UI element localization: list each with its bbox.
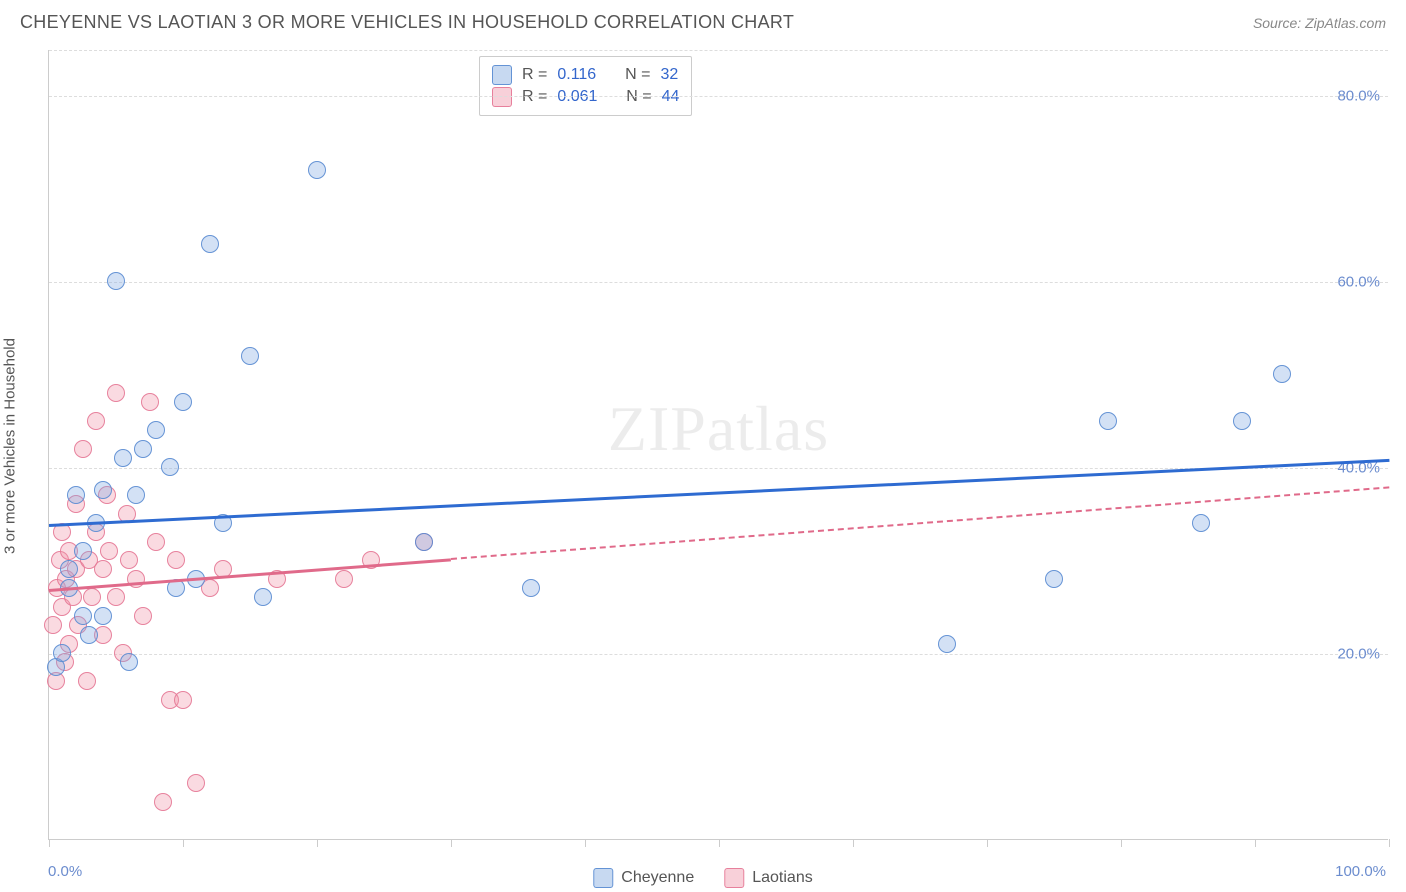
gridline <box>49 282 1388 283</box>
data-point <box>94 607 112 625</box>
data-point <box>1233 412 1251 430</box>
cheyenne-r-value: 0.116 <box>557 66 596 84</box>
data-point <box>134 440 152 458</box>
data-point <box>1273 365 1291 383</box>
x-tick <box>49 839 50 847</box>
data-point <box>87 412 105 430</box>
data-point <box>53 644 71 662</box>
data-point <box>127 486 145 504</box>
x-tick <box>853 839 854 847</box>
watermark-text: ZIPatlas <box>608 392 829 466</box>
legend-item-laotians: Laotians <box>724 868 813 888</box>
y-tick-label: 60.0% <box>1337 274 1380 291</box>
data-point <box>174 393 192 411</box>
data-point <box>74 542 92 560</box>
data-point <box>147 421 165 439</box>
x-tick <box>1255 839 1256 847</box>
data-point <box>241 347 259 365</box>
data-point <box>107 384 125 402</box>
data-point <box>1099 412 1117 430</box>
data-point <box>254 588 272 606</box>
data-point <box>167 551 185 569</box>
data-point <box>134 607 152 625</box>
source-attribution: Source: ZipAtlas.com <box>1253 15 1386 31</box>
x-tick <box>987 839 988 847</box>
data-point <box>44 616 62 634</box>
x-tick <box>183 839 184 847</box>
data-point <box>938 635 956 653</box>
data-point <box>415 533 433 551</box>
stat-row-cheyenne: R = 0.116 N = 32 <box>492 65 679 85</box>
correlation-stat-box: R = 0.116 N = 32 R = 0.061 N = 44 <box>479 56 692 116</box>
data-point <box>100 542 118 560</box>
data-point <box>174 691 192 709</box>
data-point <box>67 486 85 504</box>
data-point <box>60 560 78 578</box>
data-point <box>335 570 353 588</box>
data-point <box>161 458 179 476</box>
data-point <box>94 560 112 578</box>
data-point <box>74 607 92 625</box>
data-point <box>1045 570 1063 588</box>
x-axis-max-label: 100.0% <box>1335 863 1386 880</box>
data-point <box>107 588 125 606</box>
y-tick-label: 20.0% <box>1337 646 1380 663</box>
data-point <box>522 579 540 597</box>
x-tick <box>719 839 720 847</box>
y-tick-label: 80.0% <box>1337 88 1380 105</box>
data-point <box>83 588 101 606</box>
x-axis-min-label: 0.0% <box>48 863 82 880</box>
data-point <box>141 393 159 411</box>
y-axis-title: 3 or more Vehicles in Household <box>2 338 19 554</box>
x-tick <box>317 839 318 847</box>
data-point <box>201 235 219 253</box>
data-point <box>147 533 165 551</box>
data-point <box>94 481 112 499</box>
scatter-plot-area: ZIPatlas R = 0.116 N = 32 R = 0.061 N = … <box>48 50 1388 840</box>
gridline <box>49 654 1388 655</box>
gridline <box>49 96 1388 97</box>
data-point <box>154 793 172 811</box>
data-point <box>1192 514 1210 532</box>
swatch-blue-icon <box>492 65 512 85</box>
legend: Cheyenne Laotians <box>593 868 812 888</box>
data-point <box>308 161 326 179</box>
data-point <box>120 551 138 569</box>
x-tick <box>585 839 586 847</box>
legend-item-cheyenne: Cheyenne <box>593 868 694 888</box>
data-point <box>120 653 138 671</box>
cheyenne-n-value: 32 <box>660 66 678 84</box>
data-point <box>78 672 96 690</box>
data-point <box>80 626 98 644</box>
swatch-pink-icon <box>724 868 744 888</box>
data-point <box>107 272 125 290</box>
data-point <box>74 440 92 458</box>
data-point <box>114 449 132 467</box>
x-tick <box>1389 839 1390 847</box>
x-tick <box>1121 839 1122 847</box>
data-point <box>187 774 205 792</box>
chart-title: CHEYENNE VS LAOTIAN 3 OR MORE VEHICLES I… <box>20 12 794 33</box>
x-tick <box>451 839 452 847</box>
swatch-blue-icon <box>593 868 613 888</box>
